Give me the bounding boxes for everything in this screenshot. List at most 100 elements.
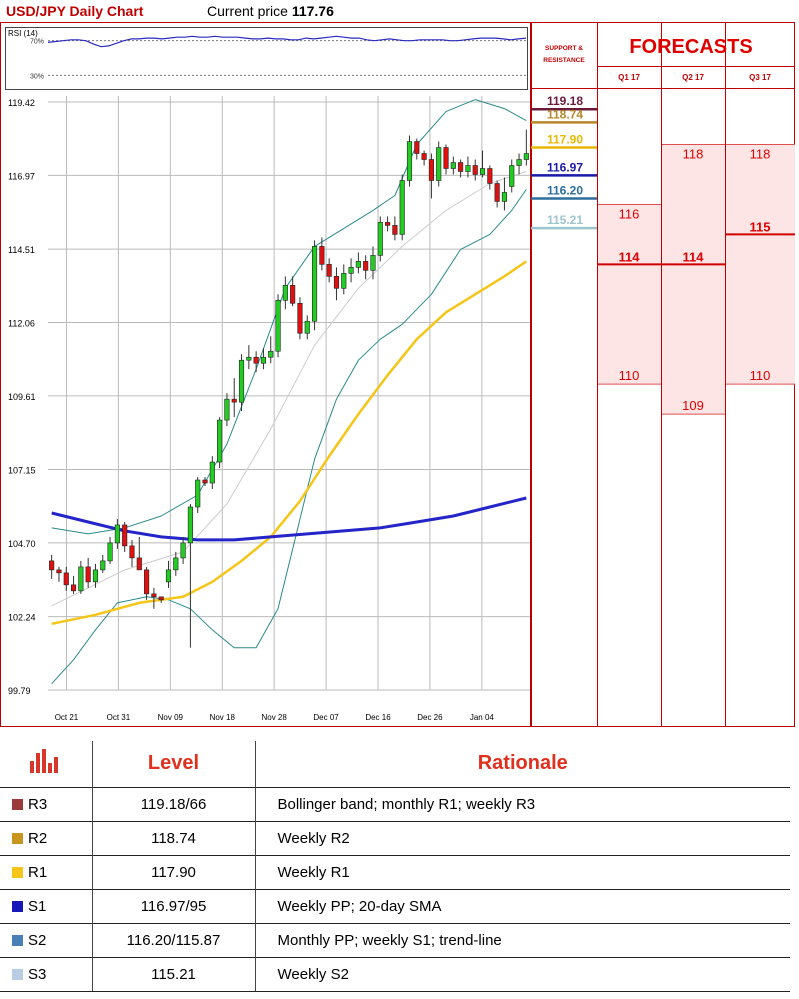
level-value: 117.90 <box>91 854 255 889</box>
x-tick-label: Jan 04 <box>470 713 495 722</box>
candle-body <box>450 162 456 169</box>
level-name-cell: S2 <box>0 922 92 957</box>
forecast-low-label: 110 <box>619 368 640 383</box>
level-color-swatch <box>12 832 23 844</box>
x-tick-label: Dec 16 <box>365 713 391 722</box>
candle-body <box>501 192 508 202</box>
level-value: 119.18/66 <box>91 786 255 821</box>
candle-body <box>253 356 259 364</box>
candle-body <box>114 524 120 544</box>
sr-level-label: 118.74 <box>547 107 583 121</box>
rsi-panel: RSI (14)70% 30% <box>5 27 528 90</box>
candle-body <box>63 572 69 586</box>
level-value: 116.97/95 <box>91 888 255 923</box>
forecast-quarter-label: Q2 17 <box>682 73 704 82</box>
level-name: R1 <box>28 863 48 881</box>
forecast-mid-label: 114 <box>683 249 705 264</box>
table-row: S2 116.20/115.87 Monthly PP; weekly S1; tr… <box>0 922 790 957</box>
level-rationale: Monthly PP; weekly S1; trend-line <box>254 922 790 957</box>
level-name-cell: S3 <box>0 956 92 992</box>
candle-body <box>443 147 449 169</box>
levels-table: Level Rationale R3 119.18/66 Bollinger ban… <box>0 741 799 999</box>
level-name: R3 <box>28 795 48 813</box>
y-tick-label: 112.06 <box>8 318 35 328</box>
candle-body <box>406 141 413 181</box>
level-name-cell: R2 <box>0 820 92 855</box>
candle-body <box>209 461 215 484</box>
level-header: Level <box>91 741 255 787</box>
x-tick-label: Nov 28 <box>261 713 287 722</box>
candle-body <box>348 267 354 274</box>
candle-body <box>333 276 340 289</box>
price-label: Current price <box>207 3 288 19</box>
candle-body <box>85 566 91 583</box>
candle-body <box>173 557 179 571</box>
table-row: R3 119.18/66 Bollinger band; monthly R1; w… <box>0 786 790 821</box>
x-tick-label: Dec 07 <box>313 713 339 722</box>
sr-level-label: 119.18 <box>547 94 583 108</box>
forecast-columns: SUPPORT & RESISTANCE FORECASTS 119.18118.74… <box>531 22 795 727</box>
price-value: 117.76 <box>291 3 334 19</box>
candle-body <box>399 180 405 235</box>
forecast-mid-label: 115 <box>750 219 771 234</box>
current-price: Current price 117.76 <box>207 3 334 19</box>
candle-body <box>129 545 135 559</box>
candle-body <box>238 359 245 403</box>
x-tick-label: Nov 09 <box>158 713 184 722</box>
forecast-high-label: 118 <box>683 147 704 162</box>
rsi-frame <box>5 27 528 90</box>
y-tick-label: 109.61 <box>8 392 36 402</box>
forecast-quarter-label: Q1 17 <box>618 73 640 82</box>
level-color-swatch <box>12 968 23 980</box>
level-rationale: Weekly R1 <box>254 854 790 889</box>
candle-body <box>341 273 347 289</box>
candle-body <box>70 584 77 592</box>
bar-chart-icon <box>29 748 58 773</box>
candle-body <box>195 479 201 508</box>
candle-body <box>311 246 318 322</box>
x-tick-label: Oct 21 <box>55 713 79 722</box>
candle-body <box>370 255 376 271</box>
rsi-level-label: 30% <box>30 73 44 80</box>
y-tick-label: 104.70 <box>8 539 36 549</box>
candle-body <box>144 569 150 595</box>
candle-body <box>428 159 434 181</box>
level-value: 118.74 <box>91 820 255 855</box>
sr-level-label: 117.90 <box>547 133 583 147</box>
candle-body <box>436 147 442 181</box>
sr-title-line-2: RESISTANCE <box>543 57 585 64</box>
sr-level-label: 116.97 <box>547 160 583 174</box>
candles <box>49 129 529 648</box>
table-row: S1 116.97/95 Weekly PP; 20-day SMA <box>0 888 790 923</box>
candle-body <box>297 302 303 334</box>
x-tick-label: Nov 18 <box>210 713 236 722</box>
candle-body <box>385 222 391 226</box>
candle-body <box>100 560 106 571</box>
candle-body <box>92 569 99 583</box>
candle-body <box>494 183 500 202</box>
candle-body <box>282 285 288 301</box>
level-name: S2 <box>28 931 47 949</box>
sr-level-label: 116.20 <box>547 183 583 197</box>
candle-body <box>158 596 164 601</box>
candle-body <box>246 356 252 361</box>
candle-body <box>377 222 383 256</box>
rationale-header: Rationale <box>254 741 790 787</box>
level-rationale: Bollinger band; monthly R1; weekly R3 <box>254 786 790 821</box>
level-name: R2 <box>28 829 48 847</box>
x-tick-label: Dec 26 <box>417 713 443 722</box>
candle-body <box>187 506 193 544</box>
sr-level-label: 115.21 <box>547 213 583 227</box>
candle-body <box>151 593 157 598</box>
candle-body <box>421 153 427 160</box>
candle-body <box>224 398 230 421</box>
y-tick-label: 102.24 <box>8 613 36 623</box>
levels-table-grid: Level Rationale R3 119.18/66 Bollinger ban… <box>0 741 790 992</box>
level-name-cell: R3 <box>0 786 92 821</box>
candle-body <box>479 168 486 175</box>
forecast-range <box>598 204 661 385</box>
forecast-low-label: 109 <box>682 398 704 413</box>
candle-body <box>217 419 223 463</box>
level-color-swatch <box>12 866 23 878</box>
level-name-cell: S1 <box>0 888 92 923</box>
